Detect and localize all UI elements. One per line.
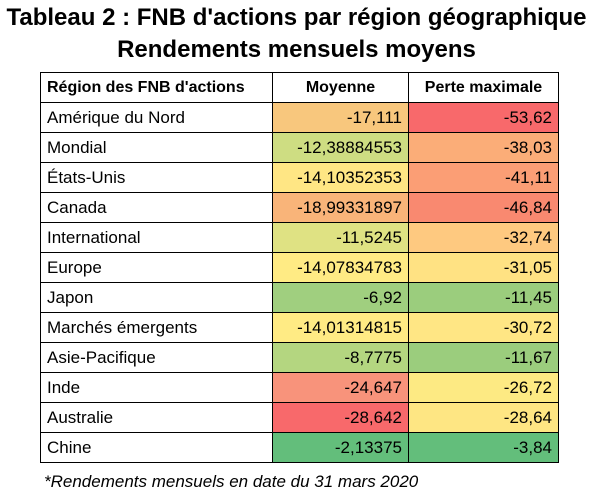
region-cell: Europe xyxy=(40,252,273,283)
region-cell: Japon xyxy=(40,282,273,313)
table-row: Inde -24,647 -26,72 xyxy=(40,372,559,403)
region-cell: Canada xyxy=(40,192,273,223)
table-row: Japon -6,92 -11,45 xyxy=(40,282,559,313)
moyenne-cell: -17,111 xyxy=(272,102,409,133)
table-row: International -11,5245 -32,74 xyxy=(40,222,559,253)
moyenne-cell: -28,642 xyxy=(272,402,409,433)
region-cell: Amérique du Nord xyxy=(40,102,273,133)
perte-maximale-cell: -38,03 xyxy=(408,132,559,163)
table-row: États-Unis -14,10352353 -41,11 xyxy=(40,162,559,193)
column-header-perte: Perte maximale xyxy=(408,72,559,103)
table-row: Canada -18,99331897 -46,84 xyxy=(40,192,559,223)
perte-maximale-cell: -3,84 xyxy=(408,432,559,463)
perte-maximale-cell: -11,45 xyxy=(408,282,559,313)
regional-etf-table: Région des FNB d'actions Moyenne Perte m… xyxy=(40,72,559,463)
region-cell: International xyxy=(40,222,273,253)
moyenne-cell: -14,10352353 xyxy=(272,162,409,193)
footnote: *Rendements mensuels en date du 31 mars … xyxy=(44,472,419,491)
perte-maximale-cell: -30,72 xyxy=(408,312,559,343)
perte-maximale-cell: -53,62 xyxy=(408,102,559,133)
region-cell: Mondial xyxy=(40,132,273,163)
table-row: Chine -2,13375 -3,84 xyxy=(40,432,559,463)
header-row: Région des FNB d'actions Moyenne Perte m… xyxy=(40,72,559,103)
perte-maximale-cell: -31,05 xyxy=(408,252,559,283)
moyenne-cell: -2,13375 xyxy=(272,432,409,463)
table-body: Amérique du Nord -17,111 -53,62 Mondial -12,… xyxy=(40,102,559,463)
region-cell: États-Unis xyxy=(40,162,273,193)
moyenne-cell: -11,5245 xyxy=(272,222,409,253)
table-row: Marchés émergents -14,01314815 -30,72 xyxy=(40,312,559,343)
moyenne-cell: -6,92 xyxy=(272,282,409,313)
region-cell: Australie xyxy=(40,402,273,433)
region-cell: Asie-Pacifique xyxy=(40,342,273,373)
moyenne-cell: -14,01314815 xyxy=(272,312,409,343)
moyenne-cell: -14,07834783 xyxy=(272,252,409,283)
table-row: Australie -28,642 -28,64 xyxy=(40,402,559,433)
region-cell: Inde xyxy=(40,372,273,403)
column-header-moyenne: Moyenne xyxy=(272,72,409,103)
perte-maximale-cell: -11,67 xyxy=(408,342,559,373)
region-cell: Chine xyxy=(40,432,273,463)
perte-maximale-cell: -26,72 xyxy=(408,372,559,403)
column-header-region: Région des FNB d'actions xyxy=(40,72,273,103)
moyenne-cell: -18,99331897 xyxy=(272,192,409,223)
perte-maximale-cell: -41,11 xyxy=(408,162,559,193)
region-cell: Marchés émergents xyxy=(40,312,273,343)
table-row: Mondial -12,38884553 -38,03 xyxy=(40,132,559,163)
perte-maximale-cell: -28,64 xyxy=(408,402,559,433)
table-row: Amérique du Nord -17,111 -53,62 xyxy=(40,102,559,133)
moyenne-cell: -12,38884553 xyxy=(272,132,409,163)
table-row: Asie-Pacifique -8,7775 -11,67 xyxy=(40,342,559,373)
moyenne-cell: -8,7775 xyxy=(272,342,409,373)
table-row: Europe -14,07834783 -31,05 xyxy=(40,252,559,283)
perte-maximale-cell: -32,74 xyxy=(408,222,559,253)
perte-maximale-cell: -46,84 xyxy=(408,192,559,223)
table-title: Tableau 2 : FNB d'actions par région géo… xyxy=(6,4,587,31)
table-subtitle: Rendements mensuels moyens xyxy=(117,36,476,63)
moyenne-cell: -24,647 xyxy=(272,372,409,403)
